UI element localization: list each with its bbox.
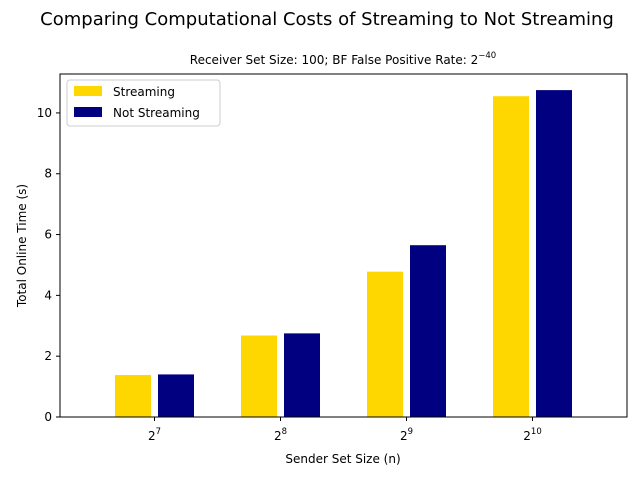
legend-label-streaming: Streaming <box>113 85 175 99</box>
y-axis-label: Total Online Time (s) <box>15 184 29 308</box>
bar-streaming-2 <box>367 271 403 417</box>
bar-not-streaming-3 <box>536 90 572 417</box>
x-tick-exponent: 8 <box>282 427 287 437</box>
subtitle-exponent: −40 <box>478 51 496 61</box>
y-tick-label: 8 <box>44 167 52 181</box>
chart-subtitle: Receiver Set Size: 100; BF False Positiv… <box>190 51 496 67</box>
y-ticks-group: 0 2 4 6 8 10 <box>37 106 60 424</box>
subtitle-text: Receiver Set Size: 100; BF False Positiv… <box>190 53 478 67</box>
plot-frame <box>59 73 628 418</box>
x-tick-exponent: 7 <box>156 427 161 437</box>
x-tick-base: 2 <box>148 429 156 443</box>
chart-title: Comparing Computational Costs of Streami… <box>40 9 614 30</box>
y-tick-label: 6 <box>44 228 52 242</box>
legend-swatch-streaming <box>74 86 102 96</box>
legend-label-not-streaming: Not Streaming <box>113 106 200 120</box>
x-tick-exponent: 10 <box>531 427 542 437</box>
y-tick-label: 4 <box>44 288 52 302</box>
x-tick-base: 2 <box>274 429 282 443</box>
x-tick-label: 210 <box>523 427 541 443</box>
legend: Streaming Not Streaming <box>66 79 221 127</box>
bars-group <box>115 90 572 417</box>
x-tick-base: 2 <box>400 429 408 443</box>
y-tick-label: 2 <box>44 349 52 363</box>
bar-not-streaming-2 <box>410 245 446 417</box>
legend-frame <box>66 79 221 127</box>
bar-streaming-0 <box>115 375 151 417</box>
x-tick-label: 27 <box>148 427 161 443</box>
x-axis-label: Sender Set Size (n) <box>285 452 400 466</box>
x-tick-label: 28 <box>274 427 287 443</box>
bar-streaming-1 <box>241 335 277 417</box>
bar-streaming-3 <box>493 96 529 417</box>
y-tick-label: 10 <box>37 106 52 120</box>
bar-not-streaming-0 <box>158 374 194 417</box>
legend-swatch-not-streaming <box>74 107 102 117</box>
x-tick-exponent: 9 <box>408 427 413 437</box>
bar-not-streaming-1 <box>284 333 320 417</box>
x-tick-base: 2 <box>523 429 531 443</box>
x-tick-label: 29 <box>400 427 413 443</box>
x-ticks-group: 27 28 29 210 <box>148 417 542 443</box>
y-tick-label: 0 <box>44 410 52 424</box>
